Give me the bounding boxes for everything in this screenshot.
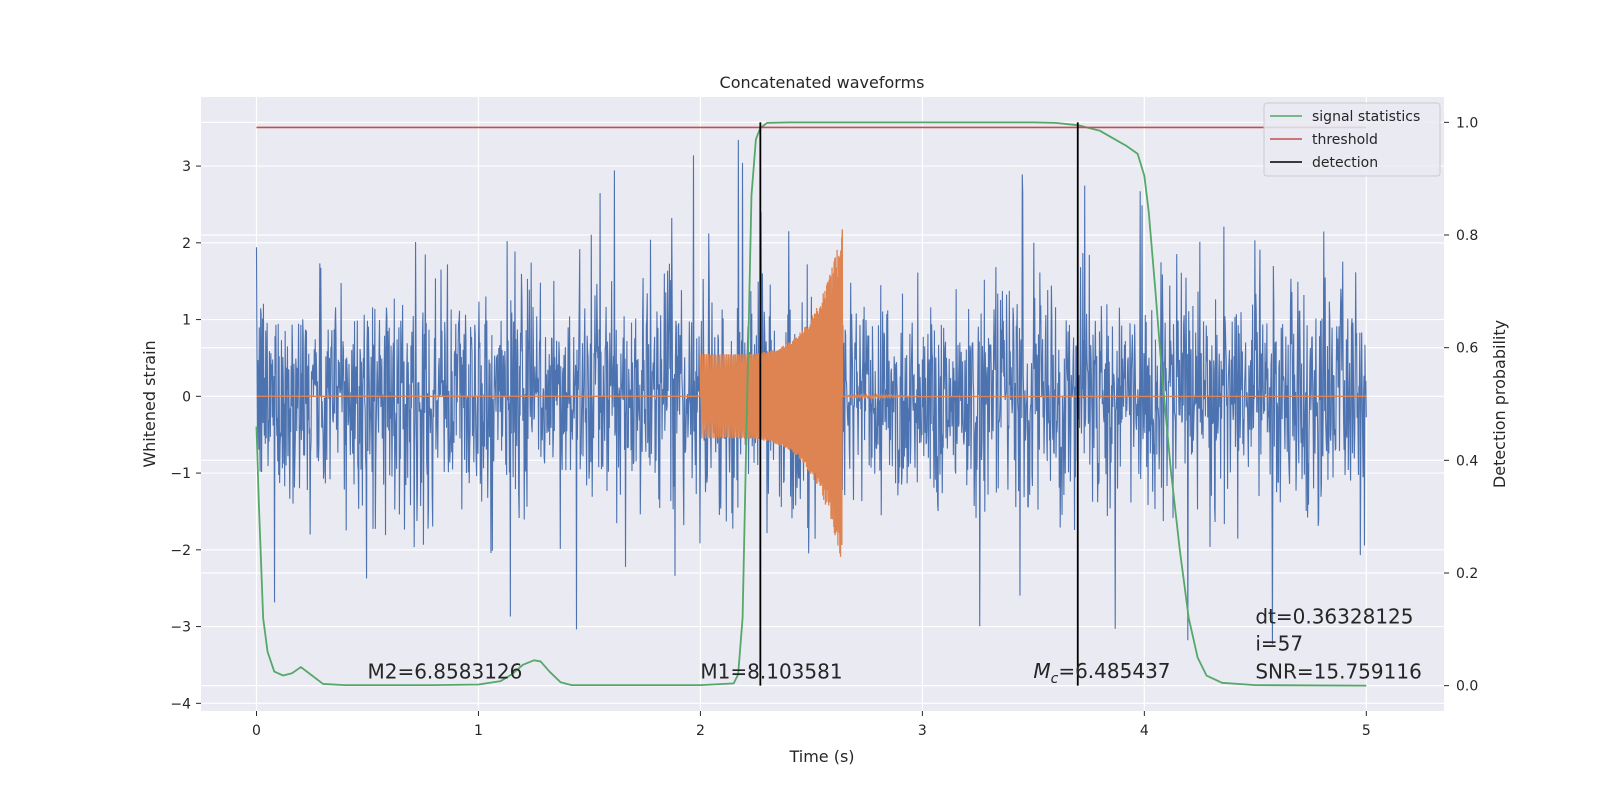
signal-statistics-line <box>255 121 1367 687</box>
annotations: M2=6.8583126 M1=8.103581 Mc=6.485437 dt=0.3… <box>367 605 1421 687</box>
x-tick-label: 1 <box>474 723 483 739</box>
y2-tick-label: 0.0 <box>1456 679 1478 695</box>
y-tick-label: −4 <box>170 696 191 712</box>
y-axis-label: Whitened strain <box>140 340 159 467</box>
y2-tick-label: 0.8 <box>1456 228 1478 244</box>
annotation: dt=0.36328125 <box>1255 605 1413 629</box>
annotation: M1=8.103581 <box>700 659 842 683</box>
y2-axis-label: Detection probability <box>1490 320 1509 488</box>
y-tick-label: 0 <box>182 389 191 405</box>
y2-tick-label: 0.2 <box>1456 566 1478 582</box>
annotation: SNR=15.759116 <box>1255 659 1421 683</box>
legend-label-signal-statistics: signal statistics <box>1312 109 1420 125</box>
annotation: M2=6.8583126 <box>367 659 522 683</box>
y-tick-label: 1 <box>182 313 191 329</box>
chart-title: Concatenated waveforms <box>720 73 925 92</box>
axis-ticks: 0 1 2 3 4 5 −4 −3 −2 −1 0 1 2 3 0.0 0.2 0.4 0.6 0.8 1.0 <box>170 115 1478 739</box>
x-tick-label: 3 <box>918 723 927 739</box>
annotation: Mc=6.485437 <box>1033 659 1170 687</box>
y-tick-label: 2 <box>182 236 191 252</box>
annotation: i=57 <box>1255 632 1303 656</box>
legend-frame <box>1263 102 1441 177</box>
x-tick-label: 5 <box>1362 723 1371 739</box>
x-axis-label: Time (s) <box>788 747 854 766</box>
legend-label-detection: detection <box>1312 155 1378 171</box>
x-tick-label: 4 <box>1140 723 1149 739</box>
x-tick-label: 2 <box>696 723 705 739</box>
legend-label-threshold: threshold <box>1312 132 1378 148</box>
x-tick-label: 0 <box>252 723 261 739</box>
template-line <box>256 229 1367 557</box>
y2-tick-label: 0.4 <box>1456 453 1478 469</box>
legend: signal statistics threshold detection <box>1263 102 1441 177</box>
y-tick-label: 3 <box>182 159 191 175</box>
y-tick-label: −1 <box>170 466 191 482</box>
y-tick-label: −2 <box>170 543 191 559</box>
y2-tick-label: 0.6 <box>1456 341 1478 357</box>
y-tick-label: −3 <box>170 620 191 636</box>
strain-line <box>255 139 1367 645</box>
y2-tick-label: 1.0 <box>1456 115 1478 131</box>
